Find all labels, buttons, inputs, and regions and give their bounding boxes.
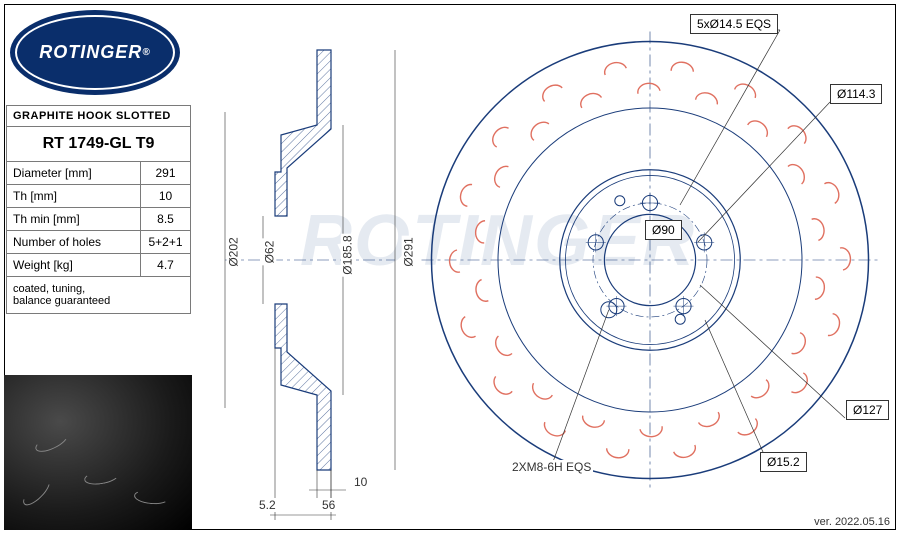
side-view-drawing bbox=[225, 30, 395, 500]
callout-thread: 2XM8-6H EQS bbox=[510, 460, 593, 474]
dim-t52: 5.2 bbox=[257, 498, 278, 512]
spec-table: GRAPHITE HOOK SLOTTED RT 1749-GL T9 Diam… bbox=[6, 105, 191, 314]
callout-outer-dia: Ø114.3 bbox=[830, 84, 882, 104]
dim-t10: 10 bbox=[352, 475, 369, 489]
dim-d291: Ø291 bbox=[402, 235, 416, 268]
table-row: Th min [mm]8.5 bbox=[7, 208, 191, 231]
version-label: ver. 2022.05.16 bbox=[814, 516, 890, 528]
product-title: GRAPHITE HOOK SLOTTED bbox=[7, 106, 191, 127]
callout-pitch-dia: Ø127 bbox=[846, 400, 889, 420]
table-row: Number of holes5+2+1 bbox=[7, 231, 191, 254]
dim-d62: Ø62 bbox=[262, 239, 276, 266]
table-row: Th [mm]10 bbox=[7, 185, 191, 208]
product-photo bbox=[4, 375, 192, 530]
callout-bolt-pattern: 5xØ14.5 EQS bbox=[690, 14, 778, 34]
part-number: RT 1749-GL T9 bbox=[7, 127, 191, 162]
brand-name: ROTINGER bbox=[39, 42, 142, 63]
front-view-drawing bbox=[410, 10, 890, 510]
dim-t56: 56 bbox=[320, 498, 337, 512]
spec-footer: coated, tuning, balance guaranteed bbox=[7, 277, 191, 314]
table-row: Diameter [mm]291 bbox=[7, 162, 191, 185]
dim-d202: Ø202 bbox=[227, 235, 241, 268]
callout-center-dia: Ø90 bbox=[645, 220, 682, 240]
table-row: Weight [kg]4.7 bbox=[7, 254, 191, 277]
callout-small-hole: Ø15.2 bbox=[760, 452, 807, 472]
dim-d1858: Ø185.8 bbox=[341, 233, 355, 276]
brand-logo: ROTINGER® bbox=[10, 10, 180, 95]
